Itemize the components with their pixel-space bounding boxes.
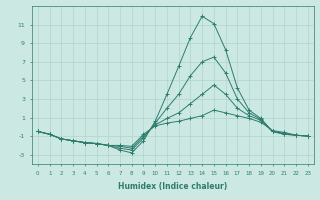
X-axis label: Humidex (Indice chaleur): Humidex (Indice chaleur) [118,182,228,191]
